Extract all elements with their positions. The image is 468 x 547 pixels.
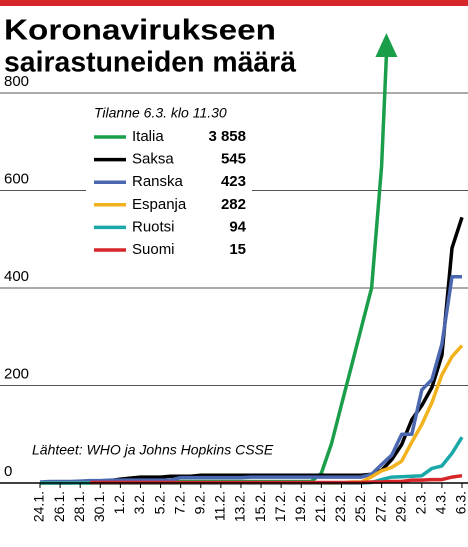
legend-label: Italia <box>132 128 164 145</box>
y-tick-label: 800 <box>4 73 29 90</box>
x-tick-label: 21.2. <box>312 491 328 522</box>
x-axis: 24.1. 26.1. 28.1. 30.1. 1.2. 3.2. 5.2. 7.2. 9.2.… <box>0 482 468 522</box>
x-tick-label: 7.2. <box>171 491 187 514</box>
chart-title: Koronavirukseen <box>4 15 276 47</box>
source: Lähteet: WHO ja Johns Hopkins CSSE <box>32 442 274 458</box>
x-tick-label: 27.2. <box>372 491 388 522</box>
arrow-head <box>375 33 398 57</box>
grid: 0 200 400 600 800 <box>0 73 468 484</box>
legend-label: Suomi <box>132 241 175 258</box>
x-tick-label: 30.1. <box>91 491 107 522</box>
legend-title: Tilanne 6.3. klo 11.30 <box>94 105 227 121</box>
x-tick-label: 13.2. <box>232 491 248 522</box>
x-tick-label: 23.2. <box>332 491 348 522</box>
x-tick-label: 9.2. <box>191 491 207 514</box>
x-tick-label: 15.2. <box>252 491 268 522</box>
x-tick-label: 29.2. <box>392 491 408 522</box>
y-tick-label: 200 <box>4 365 29 382</box>
x-tick-label: 11.2. <box>212 491 228 521</box>
legend-total: 3 858 <box>208 128 246 145</box>
x-tick-label: 6.3. <box>453 491 468 514</box>
x-tick-label: 4.3. <box>433 491 449 514</box>
x-tick-label: 28.1. <box>71 491 87 522</box>
top-bar <box>0 0 468 6</box>
source-box <box>28 440 278 462</box>
x-tick-label: 19.2. <box>292 491 308 522</box>
legend-total: 423 <box>221 173 246 190</box>
x-tick-label: 3.2. <box>131 491 147 514</box>
legend-label: Ranska <box>132 173 184 190</box>
x-tick-label: 17.2. <box>272 491 288 522</box>
series-line <box>40 344 464 485</box>
legend: Italia 3 858 Saksa 545 Ranska 423 Espanja 282 Ru… <box>94 128 247 258</box>
y-tick-label: 400 <box>4 268 29 285</box>
legend-label: Saksa <box>132 151 174 168</box>
legend-total: 15 <box>229 241 246 258</box>
legend-label: Espanja <box>132 196 187 213</box>
x-tick-label: 1.2. <box>111 491 127 514</box>
x-tick-label: 2.3. <box>413 491 429 514</box>
legend-total: 282 <box>221 196 246 213</box>
x-tick-label: 5.2. <box>151 491 167 514</box>
x-tick-label: 24.1. <box>31 491 47 522</box>
legend-total: 545 <box>221 151 246 168</box>
x-tick-label: 25.2. <box>352 491 368 522</box>
chart-title: sairastuneiden määrä <box>4 47 297 79</box>
x-tick-label: 26.1. <box>51 491 67 522</box>
y-tick-label: 0 <box>4 463 12 480</box>
series-line <box>39 275 462 484</box>
legend-label: Ruotsi <box>132 218 175 235</box>
y-tick-label: 600 <box>4 170 29 187</box>
legend-total: 94 <box>229 218 246 235</box>
